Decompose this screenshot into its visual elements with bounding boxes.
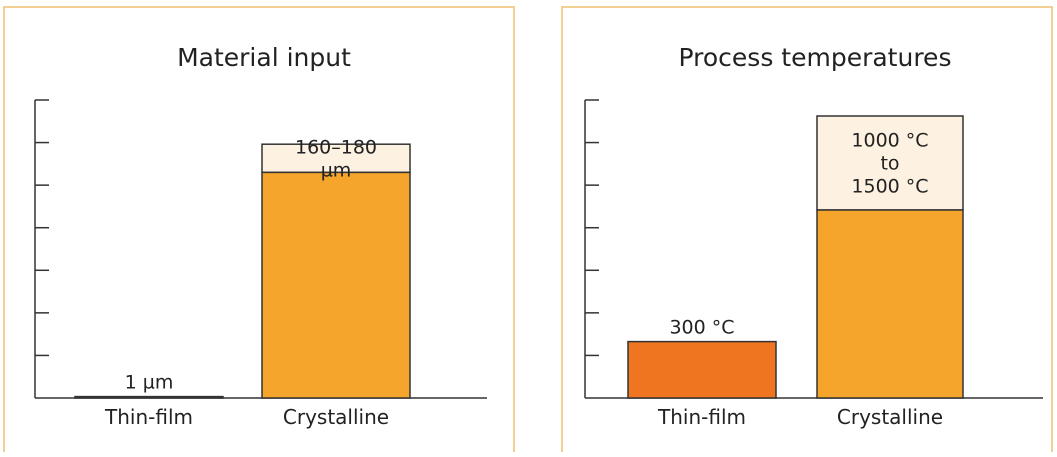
x-tick-label: Crystalline (283, 405, 389, 429)
bar-thin-film (74, 395, 224, 399)
x-tick-label: Crystalline (837, 405, 943, 429)
range-band-crystalline (816, 115, 964, 211)
chart-title: Material input (177, 43, 351, 72)
data-label: µm (321, 159, 352, 181)
material-input-chart: Material input Thin-film 1 µm Crystalline 1… (34, 43, 487, 429)
bar-crystalline (261, 171, 411, 399)
data-label: 1000 °C (851, 130, 928, 152)
chart-panel-process-temperatures: Process temperatures Thin-film 300 °C Crys… (561, 6, 1053, 452)
chart-title: Process temperatures (679, 43, 952, 72)
data-label: 1500 °C (851, 176, 928, 198)
bar-thin-film (627, 340, 777, 399)
x-tick-label: Thin-film (657, 405, 746, 429)
data-label: to (880, 153, 899, 175)
process-temperatures-chart: Process temperatures Thin-film 300 °C Crys… (584, 43, 1043, 429)
data-label: 160–180 (295, 136, 377, 158)
bar-crystalline (816, 209, 964, 399)
range-band-crystalline (261, 143, 411, 174)
data-label: 300 °C (669, 317, 734, 339)
chart-panel-material-input: Material input Thin-film 1 µm Crystalline 1… (3, 6, 515, 452)
x-tick-label: Thin-film (104, 405, 193, 429)
data-label: 1 µm (125, 372, 174, 394)
